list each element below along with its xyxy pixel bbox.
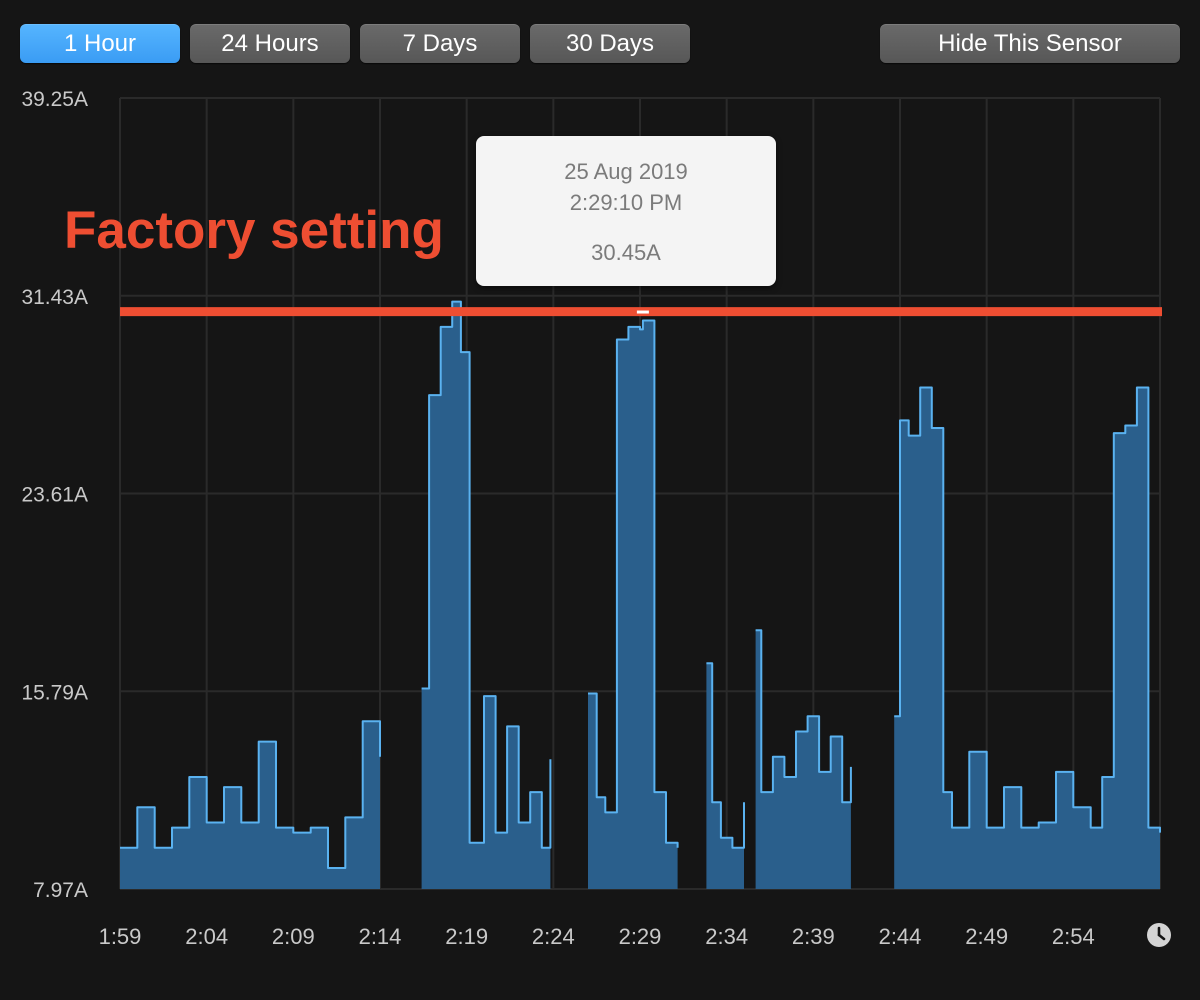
x-tick-label: 2:34 — [705, 924, 748, 949]
range-7-days-button[interactable]: 7 Days — [360, 24, 520, 63]
y-tick-label: 15.79A — [21, 681, 88, 704]
x-tick-label: 2:19 — [445, 924, 488, 949]
series-line-segment — [706, 662, 745, 849]
range-toolbar: 1 Hour 24 Hours 7 Days 30 Days Hide This… — [0, 0, 1200, 70]
tooltip-value: 30.45A — [591, 240, 661, 265]
hide-sensor-button[interactable]: Hide This Sensor — [880, 24, 1180, 63]
hover-marker — [636, 310, 649, 314]
factory-setting-annotation: Factory setting — [64, 201, 444, 260]
tooltip-time: 2:29:10 PM — [569, 190, 683, 215]
chart-axes: 39.25A 31.43A 23.61A 15.79A 7.97A 1:59 2:04 2:0… — [21, 88, 1094, 949]
series-area-segment — [894, 387, 1160, 889]
series-line-segment — [120, 720, 381, 869]
x-tick-label: 2:29 — [619, 924, 662, 949]
series-line-segment — [421, 300, 552, 849]
tooltip-date: 25 Aug 2019 — [564, 159, 688, 184]
y-tick-label: 31.43A — [21, 286, 88, 309]
series-area-segment — [120, 721, 380, 889]
chart-data-area — [119, 300, 1161, 890]
range-24-hours-button[interactable]: 24 Hours — [190, 24, 350, 63]
x-tick-label: 2:49 — [965, 924, 1008, 949]
series-area-segment — [588, 320, 678, 889]
series-line-segment — [588, 319, 679, 848]
x-tick-label: 2:24 — [532, 924, 575, 949]
value-tooltip: 25 Aug 2019 2:29:10 PM 30.45A — [476, 136, 776, 286]
y-tick-label: 7.97A — [33, 879, 88, 902]
series-area-segment — [755, 630, 851, 889]
y-tick-label: 39.25A — [21, 88, 88, 111]
x-tick-label: 2:44 — [879, 924, 922, 949]
series-area-segment — [706, 663, 744, 889]
range-30-days-button[interactable]: 30 Days — [530, 24, 690, 63]
range-1-hour-button[interactable]: 1 Hour — [20, 24, 180, 63]
x-tick-label: 2:39 — [792, 924, 835, 949]
series-line-segment — [755, 629, 852, 804]
x-tick-label: 2:54 — [1052, 924, 1095, 949]
y-tick-label: 23.61A — [21, 484, 88, 507]
x-tick-label: 2:04 — [185, 924, 228, 949]
series-line-segment — [894, 386, 1161, 833]
hover-marker-tick — [636, 310, 649, 314]
x-tick-label: 1:59 — [99, 924, 142, 949]
x-tick-label: 2:14 — [359, 924, 402, 949]
clock-icon[interactable] — [1147, 923, 1171, 947]
x-tick-label: 2:09 — [272, 924, 315, 949]
